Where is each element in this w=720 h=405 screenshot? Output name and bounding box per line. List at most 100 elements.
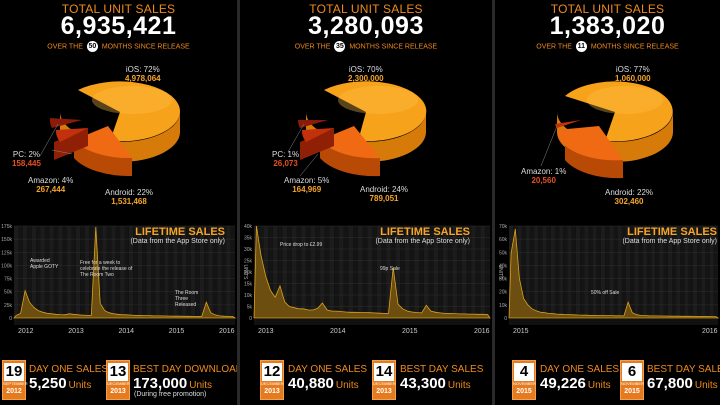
grid-band	[580, 226, 585, 318]
grid-band	[676, 226, 681, 318]
over-suffix: MONTHS SINCE RELEASE	[590, 43, 679, 51]
grid-band	[40, 226, 45, 318]
grid-band	[605, 226, 610, 318]
x-tick-label: 2016	[702, 328, 718, 335]
annotation-line: Free for a week to	[80, 260, 121, 266]
pie-label-amazon: Amazon: 5% 164,969	[284, 176, 330, 194]
pie-slice-amazon	[55, 128, 88, 142]
grid-band	[190, 226, 196, 318]
stat-best-day: 6 NOVEMBER 2015 BEST DAY SALES 67,800Uni…	[620, 360, 720, 400]
grid-band	[14, 226, 19, 318]
total-sales: 3,280,093	[308, 12, 424, 40]
grid-band	[688, 226, 693, 318]
stat-value: 173,000 Units	[133, 375, 213, 392]
grid-band	[709, 226, 714, 318]
chart-note: (Data from the App Store only)	[130, 238, 225, 245]
calendar-icon: 13 DECEMBER 2013	[106, 360, 130, 400]
grid-band	[31, 226, 37, 318]
calendar-icon: 14 DECEMBER 2013	[372, 360, 396, 400]
grid-band	[617, 226, 622, 318]
chart-annotation: The Room Three Released	[175, 290, 198, 308]
y-tick-label: 75k	[4, 277, 13, 283]
annotation-line: Three	[175, 296, 188, 302]
x-tick-label: 2016	[474, 328, 490, 335]
grid-band	[111, 226, 116, 318]
grid-band	[102, 226, 107, 318]
pie-slice-android-side	[565, 142, 623, 179]
grid-band	[44, 226, 50, 318]
grid-band	[22, 226, 28, 318]
total-label: TOTAL UNIT SALES	[309, 2, 423, 16]
grid-band	[230, 226, 235, 318]
y-tick-label: 40k	[244, 224, 253, 230]
pie-slice-ios	[565, 81, 673, 142]
grid-band	[58, 226, 63, 318]
grid-band	[542, 226, 547, 318]
stat-label: DAY ONE SALES	[29, 364, 109, 375]
grid-band	[36, 226, 41, 318]
stat-day-one: 19 SEPTEMBER 2012 DAY ONE SALES 5,250 Uni…	[0, 360, 108, 400]
grid-band	[655, 226, 660, 318]
grid-band	[588, 226, 593, 318]
grid-band	[646, 226, 652, 318]
pie-label-android: Android: 24% 789,051	[360, 185, 409, 203]
grid-band	[97, 226, 103, 318]
stat-best-day: 13 DECEMBER 2013 BEST DAY DOWNLOADS 173,…	[106, 360, 237, 400]
total-sales: 1,383,020	[549, 12, 666, 40]
grid-band	[651, 226, 656, 318]
grid-band	[49, 226, 54, 318]
y-tick-label: 20k	[244, 270, 253, 276]
grid-band	[133, 226, 138, 318]
sales-series-area	[253, 225, 491, 319]
grid-band	[181, 226, 187, 318]
grid-band	[204, 226, 209, 318]
grid-band	[609, 226, 614, 318]
grid-band	[517, 226, 522, 318]
grid-band	[546, 226, 551, 318]
grid-band	[525, 226, 530, 318]
y-tick-label: 10k	[244, 293, 253, 299]
y-tick-label: 50k	[499, 250, 508, 256]
x-tick-label: 2013	[68, 328, 84, 335]
annotation-line: 50% off Sale	[591, 290, 619, 296]
total-label: TOTAL UNIT SALES	[550, 2, 665, 16]
grid-band	[177, 226, 182, 318]
grid-band	[559, 226, 564, 318]
grid-band	[128, 226, 134, 318]
y-tick-label: 125k	[1, 250, 12, 256]
pie-chart	[287, 81, 427, 177]
chart-title: LIFETIME SALES	[380, 226, 470, 238]
grid-band	[613, 226, 618, 318]
grid-band	[692, 226, 698, 318]
annotation-line: celebrate the release of	[80, 266, 133, 272]
month-strip	[14, 319, 235, 325]
sales-series-area	[13, 227, 237, 319]
months-since-release: OVER THE 50 MONTHS SINCE RELEASE	[0, 41, 237, 52]
stat-label: DAY ONE SALES	[288, 364, 368, 375]
grid-band	[538, 226, 543, 318]
pie-slice-pc	[49, 118, 82, 128]
grid-band	[713, 226, 718, 318]
pie-slice-amazon	[301, 128, 334, 142]
stat-value: 43,300 Units	[400, 375, 471, 392]
pie-slice-amazon-side	[300, 128, 334, 160]
grid-band	[554, 226, 560, 318]
grid-band	[106, 226, 112, 318]
grid-band	[667, 226, 673, 318]
grid-band	[53, 226, 59, 318]
pie-chart	[39, 81, 181, 177]
grid-band	[221, 226, 227, 318]
pie-label-amazon: Amazon: 1% 20,560	[521, 167, 567, 185]
pie-label-android: Android: 22% 1,531,468	[105, 188, 154, 206]
over-prefix: OVER THE	[294, 43, 331, 51]
y-tick-label: 15k	[244, 282, 253, 288]
grid-band	[663, 226, 668, 318]
months-badge: 35	[334, 41, 346, 52]
y-tick-label: 10k	[499, 303, 508, 309]
over-suffix: MONTHS SINCE RELEASE	[349, 43, 438, 51]
grid-band	[659, 226, 664, 318]
pie-chart	[540, 81, 673, 179]
grid-band	[705, 226, 710, 318]
grid-band	[621, 226, 627, 318]
x-tick-label: 2012	[18, 328, 34, 335]
